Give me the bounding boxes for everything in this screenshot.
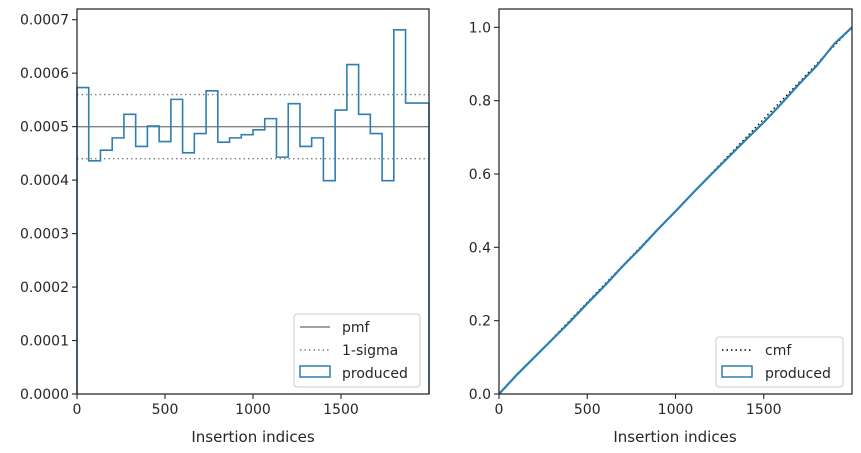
left-legend-produced-swatch <box>299 365 331 378</box>
cmf-line <box>498 26 853 395</box>
produced-line <box>498 26 853 395</box>
right-plot-frame <box>498 8 853 395</box>
left-x-axis-label: Insertion indices <box>191 428 314 446</box>
left-y-tick-label: 0.0001 <box>20 334 69 350</box>
left-legend: pmf 1-sigma produced <box>293 313 421 388</box>
right-x-tick-label: 1500 <box>746 402 782 418</box>
right-y-tick-label: 0.0 <box>469 387 491 403</box>
right-legend-cmf-label: cmf <box>765 343 792 359</box>
left-legend-sigma-label: 1-sigma <box>342 343 398 359</box>
right-legend-produced-swatch <box>721 365 753 378</box>
left-ticks-layer: 0 500 1000 1500 0.0000 0.0001 0.0002 0.0003 0.00… <box>20 13 359 418</box>
right-y-tick-label: 0.2 <box>469 314 491 330</box>
right-y-tick-label: 0.8 <box>469 94 491 110</box>
left-y-tick-label: 0.0006 <box>20 66 69 82</box>
right-series-layer <box>498 26 853 395</box>
left-x-tick-label: 1000 <box>235 402 271 418</box>
right-y-tick-label: 1.0 <box>469 20 491 36</box>
left-legend-produced-label: produced <box>342 366 408 382</box>
produced-histogram <box>76 29 430 394</box>
left-legend-box <box>293 313 421 388</box>
left-y-tick-label: 0.0005 <box>20 120 69 136</box>
left-y-tick-label: 0.0004 <box>20 173 69 189</box>
left-x-tick-label: 0 <box>73 402 82 418</box>
right-x-axis-label: Insertion indices <box>613 428 736 446</box>
left-y-tick-label: 0.0007 <box>20 13 69 29</box>
left-y-tick-label: 0.0002 <box>20 280 69 296</box>
left-legend-pmf-label: pmf <box>342 320 371 336</box>
right-y-tick-label: 0.6 <box>469 167 491 183</box>
left-x-tick-label: 1500 <box>323 402 359 418</box>
right-ticks-layer: 0 500 1000 1500 0.0 0.2 0.4 0.6 0.8 1.0 <box>469 20 782 418</box>
left-x-tick-label: 500 <box>152 402 179 418</box>
right-y-tick-label: 0.4 <box>469 240 491 256</box>
right-chart: 0 500 1000 1500 0.0 0.2 0.4 0.6 0.8 1.0 Insertion… <box>469 8 853 446</box>
left-plot-frame <box>76 8 430 395</box>
left-series-layer <box>76 29 430 394</box>
left-chart: 0 500 1000 1500 0.0000 0.0001 0.0002 0.0003 0.00… <box>20 8 430 446</box>
right-legend-produced-label: produced <box>765 366 831 382</box>
right-plot-area <box>499 9 852 394</box>
right-x-tick-label: 500 <box>574 402 601 418</box>
right-legend-box <box>715 336 844 388</box>
right-x-tick-label: 1000 <box>658 402 694 418</box>
left-y-tick-label: 0.0003 <box>20 227 69 243</box>
right-legend: cmf produced <box>715 336 844 388</box>
left-y-tick-label: 0.0000 <box>20 387 69 403</box>
right-x-tick-label: 0 <box>495 402 504 418</box>
